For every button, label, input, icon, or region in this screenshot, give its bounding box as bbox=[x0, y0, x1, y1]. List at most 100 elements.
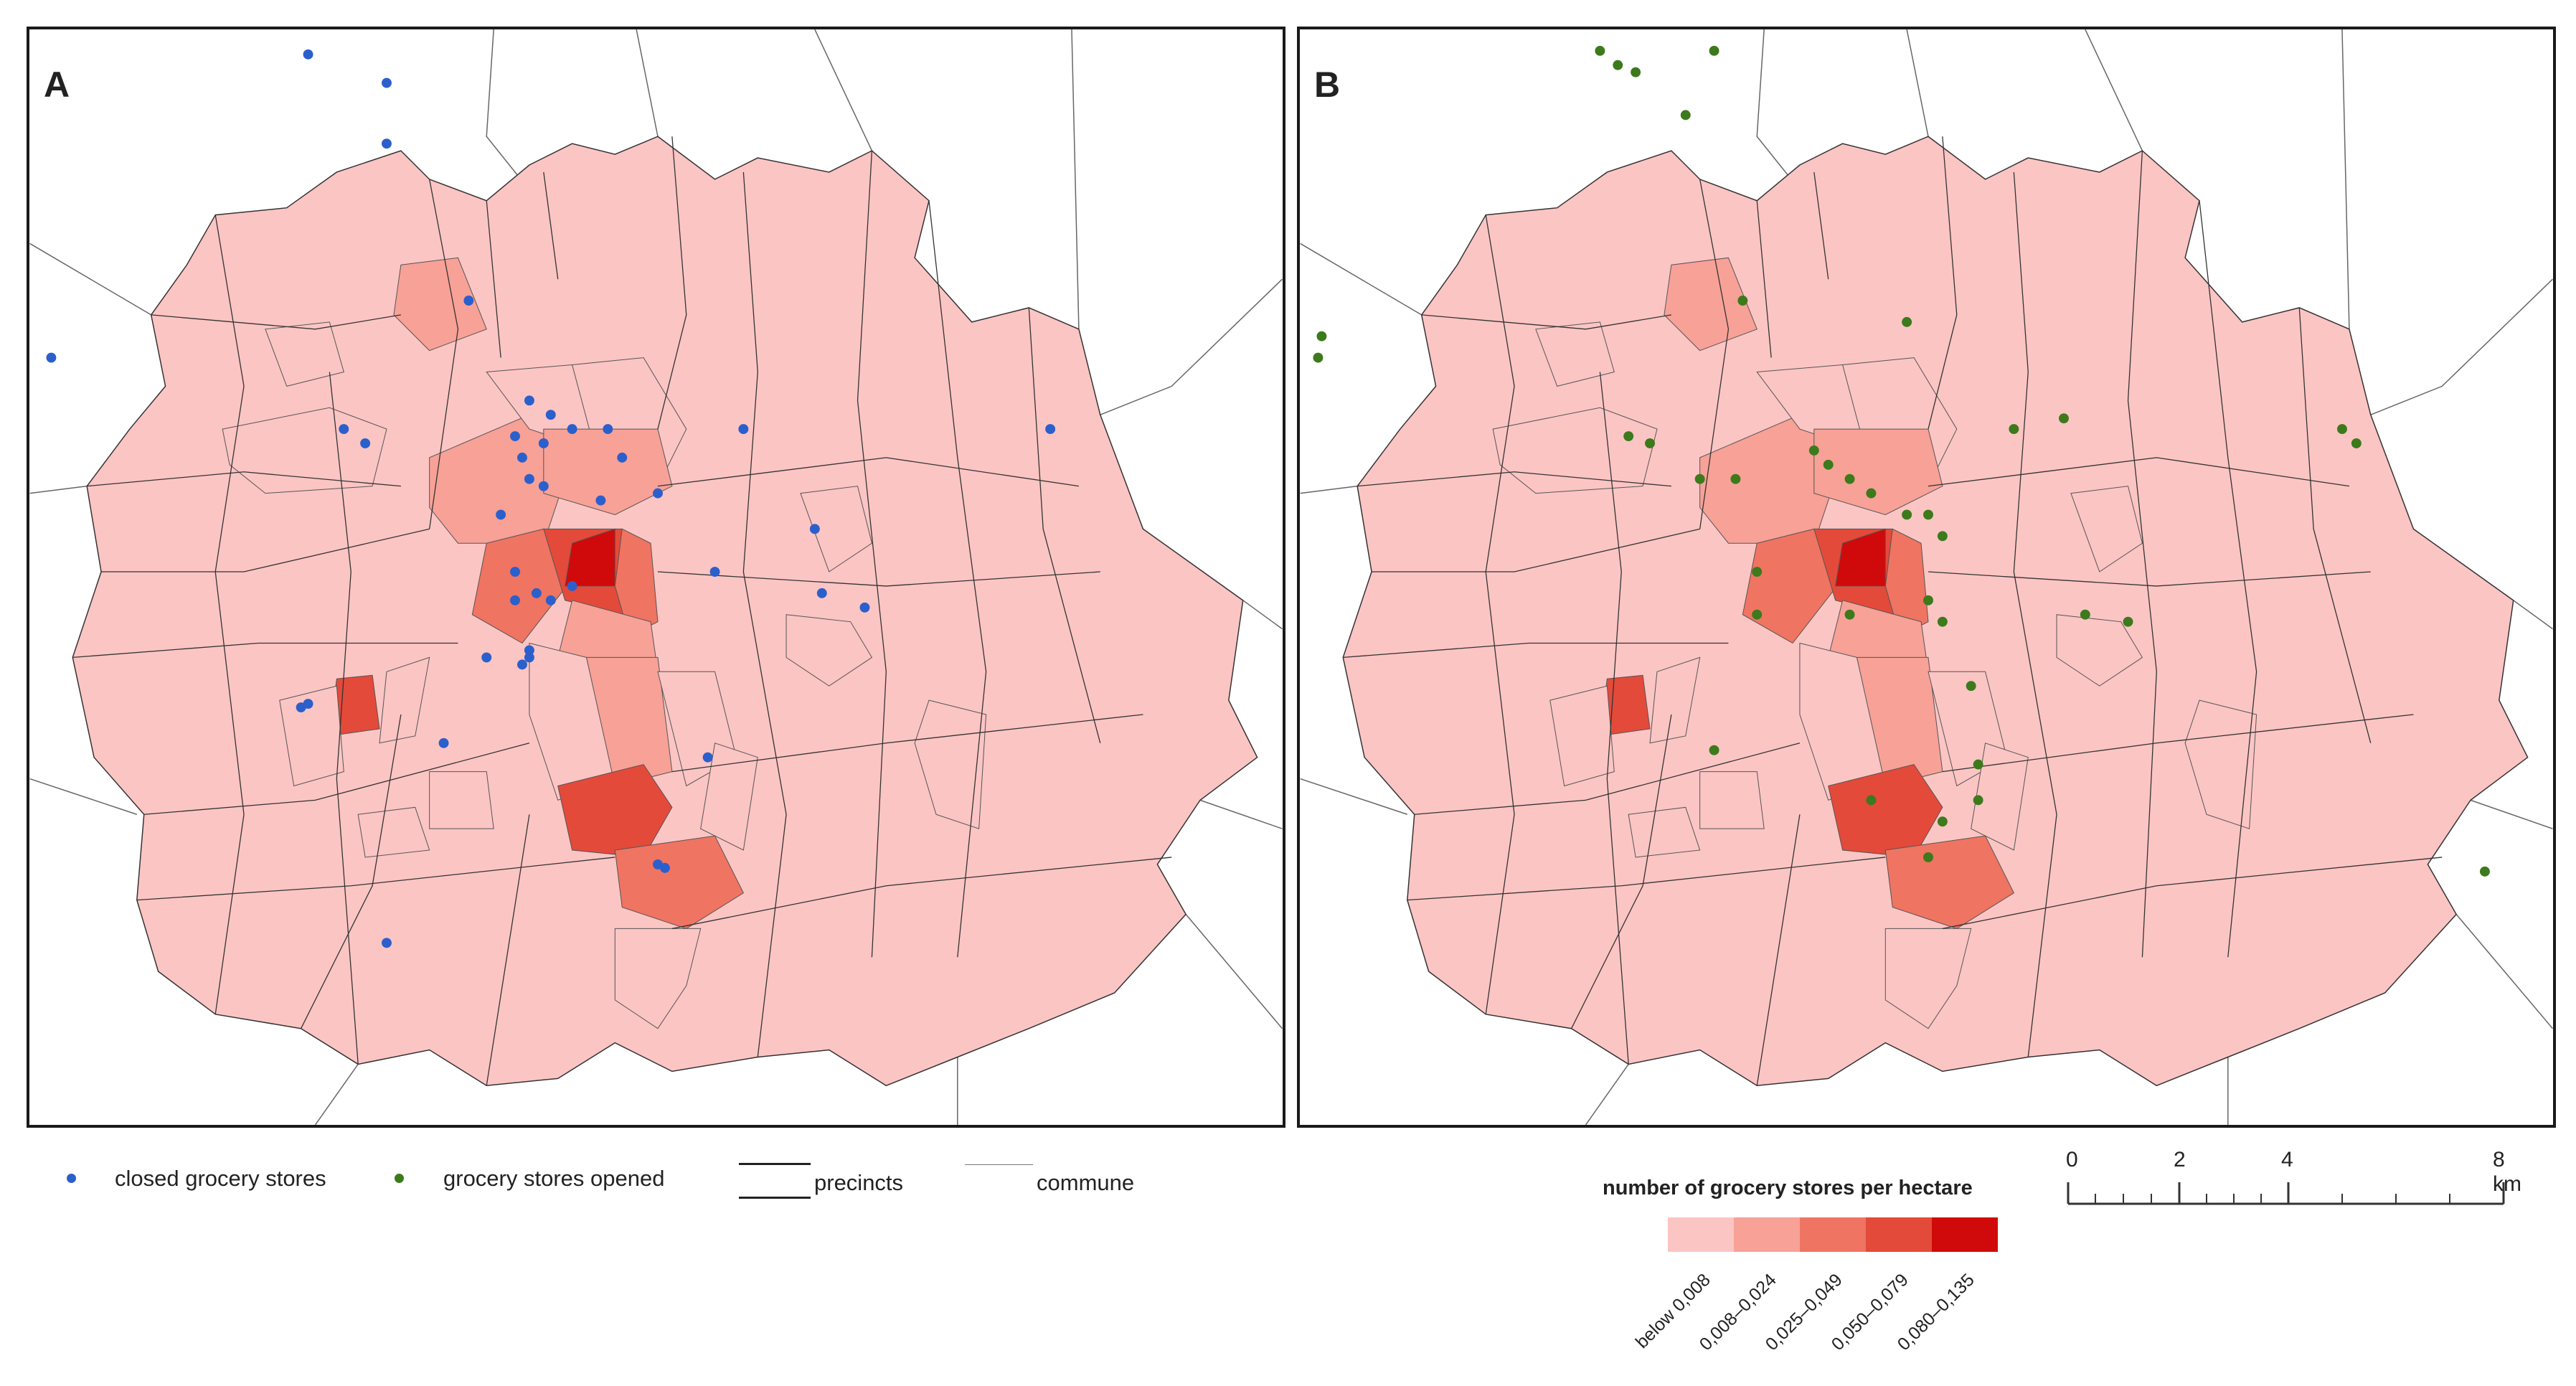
store-marker[interactable] bbox=[545, 595, 556, 605]
commune-line-icon bbox=[965, 1164, 1033, 1165]
store-marker[interactable] bbox=[524, 395, 534, 406]
store-marker[interactable] bbox=[517, 452, 527, 463]
store-marker[interactable] bbox=[2080, 609, 2090, 620]
store-marker[interactable] bbox=[809, 524, 820, 534]
store-marker[interactable] bbox=[859, 602, 870, 613]
store-marker[interactable] bbox=[496, 509, 506, 520]
store-marker[interactable] bbox=[2351, 438, 2362, 448]
store-marker[interactable] bbox=[1694, 473, 1705, 484]
store-marker[interactable] bbox=[1902, 316, 1912, 327]
store-marker[interactable] bbox=[531, 588, 542, 598]
scale-label-2: 2 bbox=[2174, 1148, 2186, 1172]
store-marker[interactable] bbox=[617, 452, 628, 463]
store-marker[interactable] bbox=[1823, 459, 1834, 470]
store-marker[interactable] bbox=[709, 567, 720, 578]
store-marker[interactable] bbox=[382, 77, 392, 88]
precinct-boundary bbox=[1421, 314, 1671, 330]
store-marker[interactable] bbox=[382, 938, 392, 948]
store-marker[interactable] bbox=[659, 862, 670, 873]
store-marker[interactable] bbox=[567, 580, 577, 591]
precinct-zone bbox=[279, 685, 344, 787]
store-marker[interactable] bbox=[538, 481, 549, 491]
store-marker[interactable] bbox=[1923, 509, 1933, 520]
store-marker[interactable] bbox=[1631, 67, 1641, 77]
store-marker[interactable] bbox=[46, 352, 57, 363]
store-marker[interactable] bbox=[382, 138, 392, 149]
store-marker[interactable] bbox=[1645, 438, 1655, 448]
store-marker[interactable] bbox=[2009, 424, 2019, 435]
store-marker[interactable] bbox=[2123, 616, 2133, 627]
map-panel-b[interactable]: B bbox=[1297, 27, 2556, 1128]
store-marker[interactable] bbox=[1973, 759, 1983, 770]
store-marker[interactable] bbox=[524, 473, 534, 484]
store-marker[interactable] bbox=[2479, 866, 2490, 877]
store-marker[interactable] bbox=[510, 595, 520, 605]
precinct-boundary bbox=[1571, 714, 1672, 1029]
store-marker[interactable] bbox=[303, 699, 313, 710]
store-marker[interactable] bbox=[1866, 488, 1877, 499]
store-marker[interactable] bbox=[1923, 852, 1933, 862]
store-marker[interactable] bbox=[303, 49, 313, 60]
store-marker[interactable] bbox=[1752, 609, 1763, 620]
class-swatch-4 bbox=[1866, 1217, 1932, 1252]
store-marker[interactable] bbox=[1316, 331, 1327, 341]
store-marker[interactable] bbox=[524, 652, 534, 663]
store-marker[interactable] bbox=[1844, 609, 1855, 620]
precinct-zone bbox=[1492, 407, 1658, 494]
store-marker[interactable] bbox=[1680, 110, 1691, 121]
store-marker[interactable] bbox=[545, 410, 556, 420]
store-marker[interactable] bbox=[1808, 445, 1819, 456]
precinct-zone bbox=[1628, 806, 1701, 858]
store-marker[interactable] bbox=[1866, 795, 1877, 806]
store-marker[interactable] bbox=[567, 424, 577, 435]
store-marker[interactable] bbox=[816, 588, 827, 598]
store-marker[interactable] bbox=[1937, 616, 1948, 627]
store-marker[interactable] bbox=[603, 424, 613, 435]
store-marker[interactable] bbox=[1902, 509, 1912, 520]
store-marker[interactable] bbox=[1844, 473, 1855, 484]
store-marker[interactable] bbox=[524, 645, 534, 656]
precinct-boundary bbox=[2013, 171, 2057, 1057]
store-marker[interactable] bbox=[538, 438, 549, 448]
store-marker[interactable] bbox=[738, 424, 749, 435]
precinct-zone bbox=[1813, 428, 1943, 515]
precinct-boundary bbox=[1028, 307, 1101, 743]
store-marker[interactable] bbox=[2059, 413, 2069, 424]
store-marker[interactable] bbox=[1923, 595, 1933, 605]
store-marker[interactable] bbox=[1623, 431, 1634, 441]
store-marker[interactable] bbox=[339, 424, 349, 435]
store-marker[interactable] bbox=[1613, 60, 1623, 70]
store-marker[interactable] bbox=[1709, 45, 1719, 56]
precinct-boundary bbox=[543, 171, 559, 280]
precinct-boundary bbox=[2127, 151, 2157, 958]
store-marker[interactable] bbox=[510, 431, 520, 441]
store-marker[interactable] bbox=[1045, 424, 1056, 435]
store-marker[interactable] bbox=[1752, 567, 1763, 578]
store-marker[interactable] bbox=[510, 567, 520, 578]
store-marker[interactable] bbox=[1730, 473, 1741, 484]
precinct-boundary bbox=[657, 136, 687, 430]
store-marker[interactable] bbox=[481, 652, 492, 663]
store-marker[interactable] bbox=[463, 296, 474, 306]
store-marker[interactable] bbox=[1595, 45, 1605, 56]
store-marker[interactable] bbox=[1973, 795, 1983, 806]
store-marker[interactable] bbox=[1313, 352, 1324, 363]
store-marker[interactable] bbox=[1709, 745, 1719, 755]
map-panel-a[interactable]: A bbox=[27, 27, 1285, 1128]
city-precincts-b bbox=[1300, 29, 2553, 1125]
store-marker[interactable] bbox=[2337, 424, 2347, 435]
store-marker[interactable] bbox=[1937, 816, 1948, 827]
store-marker[interactable] bbox=[595, 495, 606, 506]
store-marker[interactable] bbox=[1737, 296, 1748, 306]
precinct-boundary bbox=[136, 857, 615, 901]
green-dot-icon bbox=[395, 1174, 404, 1183]
store-marker[interactable] bbox=[360, 438, 371, 448]
store-marker[interactable] bbox=[1937, 531, 1948, 542]
store-marker[interactable] bbox=[438, 737, 449, 748]
store-marker[interactable] bbox=[653, 488, 663, 499]
store-marker[interactable] bbox=[702, 752, 713, 763]
commune-boundary bbox=[1906, 29, 1929, 137]
store-marker[interactable] bbox=[517, 659, 527, 670]
legend-closed-label: closed grocery stores bbox=[115, 1166, 326, 1191]
store-marker[interactable] bbox=[1966, 681, 1976, 692]
